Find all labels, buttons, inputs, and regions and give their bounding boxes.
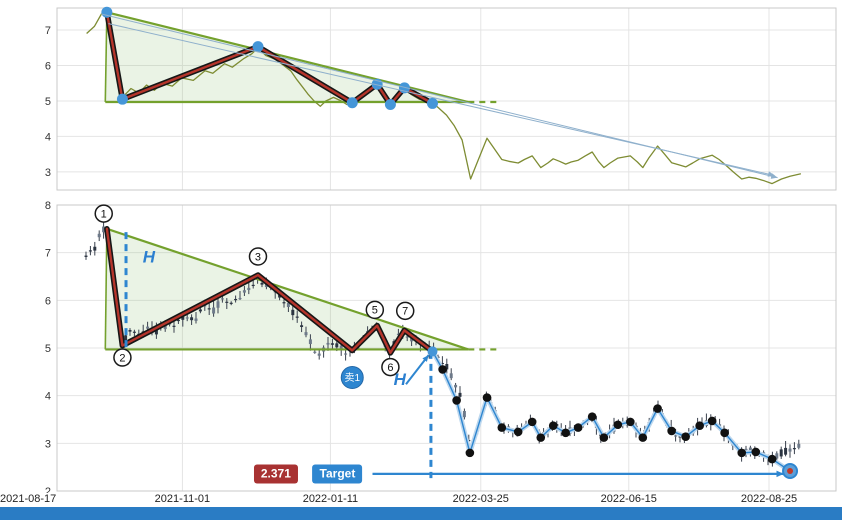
x-axis-label: 2022-01-11 [302, 493, 359, 505]
projection-arrow [108, 23, 775, 176]
y-axis-tick: 4 [45, 391, 51, 403]
y-axis-tick: 6 [45, 295, 51, 307]
downtrend-pivot-dot [613, 420, 623, 430]
downtrend-pivot-dot [561, 428, 570, 438]
downtrend-pivot-dot [536, 433, 546, 442]
x-axis-label: 2022-08-25 [740, 493, 798, 505]
downtrend-pivot-dot [527, 417, 537, 427]
target-end-center [787, 467, 794, 474]
downtrend-pivot-dot [707, 416, 717, 426]
x-axis-label: 2021-11-01 [154, 493, 211, 505]
y-axis-tick: 7 [45, 248, 51, 260]
y-axis-tick: 7 [45, 25, 51, 37]
downtrend-pivot-dot [599, 433, 609, 442]
target-value-badge[interactable]: 2.371 [253, 464, 298, 484]
zigzag-core [105, 227, 434, 355]
wave-label-circle [94, 204, 113, 223]
price-line [86, 11, 802, 185]
wave-label-circle [365, 300, 385, 320]
wave-label-text: 2 [119, 352, 125, 364]
overview-chart[interactable]: 7 6 5 4 3 [0, 0, 842, 195]
y-axis-tick: 6 [45, 60, 51, 72]
wave-label-text: 1 [101, 208, 107, 220]
downtrend-pivot-dot [751, 447, 761, 457]
sell-marker-text: 卖1 [344, 372, 360, 384]
y-axis-tick: 8 [45, 200, 51, 212]
downtrend-pivot-dot [482, 393, 492, 402]
wave-label-circle [248, 247, 268, 266]
y-axis-tick: 5 [45, 96, 51, 108]
downtrend-pivot-dot [653, 404, 662, 413]
downtrend-pivot-dot [548, 421, 558, 430]
y-axis-tick: 5 [45, 343, 51, 355]
wave-label-circle [381, 357, 400, 377]
wave-label-text: 3 [255, 251, 261, 263]
pivot-dot [116, 93, 128, 105]
panel-border [56, 204, 837, 492]
pivot-dot [346, 97, 358, 109]
y-axis-tick: 2 [45, 486, 51, 493]
x-axis-label: 2022-06-15 [600, 493, 657, 505]
sell-marker[interactable] [340, 366, 364, 390]
downtrend-pivot-dot [438, 365, 447, 374]
breakdown-dot [427, 346, 438, 357]
downtrend-pivot-dot [695, 421, 704, 430]
triangle-left-edge [104, 228, 108, 350]
wave-label-text: 6 [387, 362, 393, 374]
main-chart[interactable]: 8 7 6 5 4 3 2 1 2 3 5 6 7 卖1 H H [0, 195, 842, 493]
downtrend-pivot-dot [681, 432, 690, 441]
downtrend-pivot-dot [452, 396, 461, 405]
downtrend-pivot-dot [737, 448, 747, 458]
downtrend-pivot-dot [767, 454, 777, 464]
x-axis: 2021-08-17 2021-11-01 2022-01-11 2022-03-25… [0, 492, 842, 507]
target-label-badge[interactable]: Target [312, 464, 363, 484]
downtrend-pivot-dot [626, 417, 635, 427]
h-label: H [394, 370, 407, 389]
downtrend-pivot-dot [465, 448, 475, 458]
downtrend-pivot-dot [513, 427, 523, 437]
triangle-upper-trendline [106, 227, 469, 351]
downtrend-pivot-dot [667, 426, 676, 436]
triangle-left-edge [104, 12, 108, 103]
downtrend-pivot-dot [587, 412, 597, 421]
wave-label-circle [395, 301, 415, 321]
x-axis-label: 2021-08-17 [0, 493, 57, 505]
y-axis-tick: 4 [45, 131, 51, 143]
downtrend-pivot-dot [638, 433, 648, 442]
downtrend-pivot-dot [720, 428, 729, 438]
downtrend-pivot-dot [573, 423, 583, 432]
pivot-dot [384, 98, 396, 110]
wave-label-text: 7 [402, 306, 408, 318]
h-label: H [143, 247, 156, 266]
y-axis-tick: 3 [45, 167, 51, 179]
pivot-dot [252, 41, 264, 53]
wave-label-circle [113, 348, 132, 367]
panel-border [56, 7, 837, 191]
x-axis-label: 2022-03-25 [452, 493, 509, 505]
wave-label-text: 5 [372, 305, 378, 317]
pivot-dot [426, 97, 438, 109]
bottom-bar [0, 507, 842, 520]
y-axis-tick: 3 [45, 438, 51, 450]
downtrend-pivot-dot [497, 423, 507, 432]
